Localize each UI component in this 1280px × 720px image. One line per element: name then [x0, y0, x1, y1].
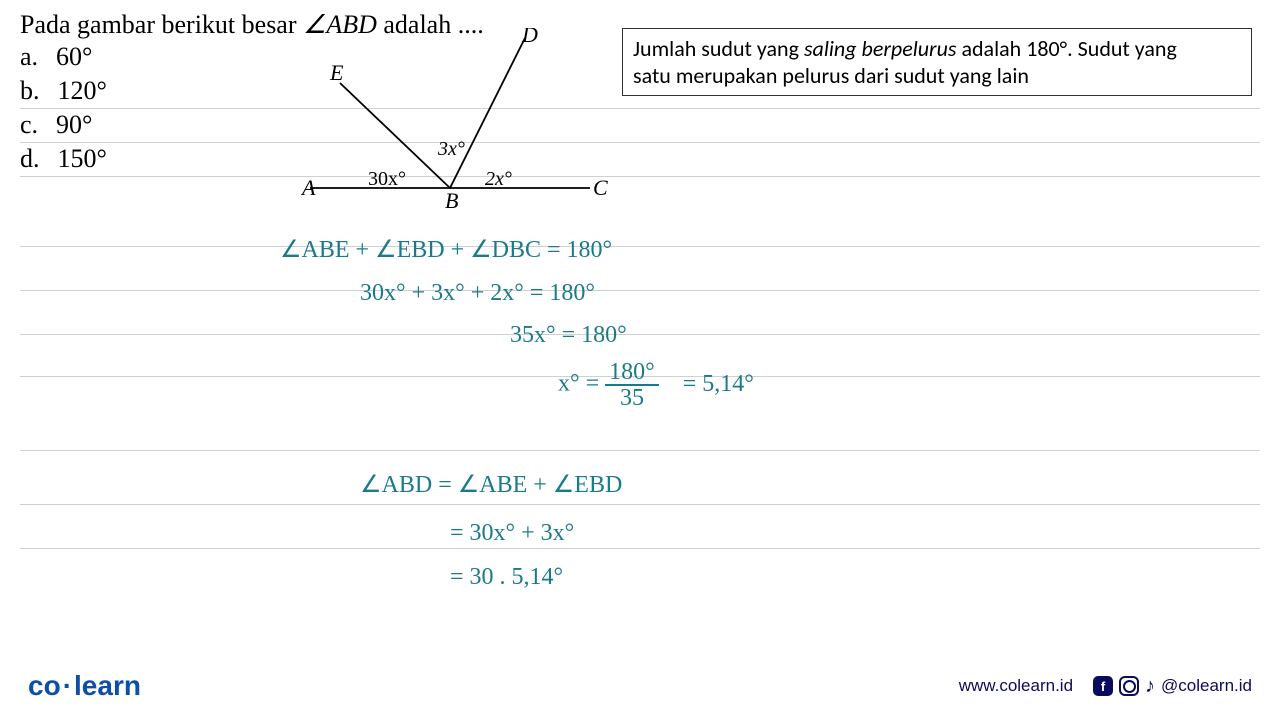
footer-right: www.colearn.id f ♪ @colearn.id	[959, 675, 1252, 698]
hw-line7: = 30 . 5,14°	[450, 564, 563, 591]
hw-l4-left: x° =	[558, 371, 605, 397]
info-line1b: saling berpelurus	[804, 35, 957, 62]
info-line1c: adalah 180°. Sudut yang	[956, 35, 1176, 62]
hw-frac-num: 180°	[605, 360, 659, 386]
ruled-line	[20, 246, 1260, 247]
hw-line4: x° = 180°35 = 5,14°	[558, 360, 754, 410]
logo-co: co	[28, 670, 61, 701]
option-a: a.60°	[20, 40, 107, 74]
line-bd	[450, 38, 525, 188]
info-line1a: Jumlah sudut yang	[633, 35, 804, 62]
footer: co·learn www.colearn.id f ♪ @colearn.id	[0, 670, 1280, 702]
ruled-line	[20, 108, 1260, 109]
hw-frac-den: 35	[605, 386, 659, 410]
question-prefix: Pada gambar berikut besar	[20, 10, 303, 39]
social-icons: f ♪ @colearn.id	[1093, 675, 1252, 698]
option-b: b.120°	[20, 74, 107, 108]
angle-ebd: 3x°	[437, 138, 465, 160]
ruled-line	[20, 548, 1260, 549]
ruled-line	[20, 450, 1260, 451]
tiktok-icon: ♪	[1145, 675, 1155, 698]
footer-handle: @colearn.id	[1161, 676, 1252, 696]
hw-l4-right: = 5,14°	[677, 371, 754, 397]
logo-dot: ·	[63, 670, 72, 701]
facebook-icon: f	[1093, 676, 1113, 696]
hw-line5: ∠ABD = ∠ABE + ∠EBD	[360, 470, 622, 499]
ruled-line	[20, 504, 1260, 505]
option-d: d.150°	[20, 142, 107, 176]
ruled-line	[20, 176, 1260, 177]
ruled-line	[20, 290, 1260, 291]
options-list: a.60° b.120° c.90° d.150°	[20, 40, 107, 176]
label-e: E	[329, 60, 344, 85]
hw-line1: ∠ABE + ∠EBD + ∠DBC = 180°	[280, 235, 612, 264]
angle-abe: 30x°	[368, 168, 406, 190]
footer-url: www.colearn.id	[959, 676, 1073, 696]
geometry-diagram: A B C E D 30x° 3x° 2x°	[290, 28, 610, 208]
instagram-icon	[1119, 676, 1139, 696]
option-c: c.90°	[20, 108, 107, 142]
hw-line2: 30x° + 3x° + 2x° = 180°	[360, 280, 595, 307]
logo: co·learn	[28, 670, 141, 702]
hw-line6: = 30x° + 3x°	[450, 520, 574, 547]
label-d: D	[521, 28, 538, 47]
ruled-line	[20, 142, 1260, 143]
hw-line3: 35x° = 180°	[510, 322, 627, 349]
label-a: A	[300, 175, 316, 200]
hw-fraction: 180°35	[605, 360, 659, 410]
label-c: C	[593, 175, 608, 200]
angle-dbc: 2x°	[485, 168, 512, 190]
diagram-svg: A B C E D 30x° 3x° 2x°	[290, 28, 610, 208]
info-box: Jumlah sudut yang saling berpelurus adal…	[622, 28, 1252, 96]
ruled-line	[20, 334, 1260, 335]
label-b: B	[445, 188, 458, 208]
info-line2: satu merupakan pelurus dari sudut yang l…	[633, 62, 1029, 89]
logo-learn: learn	[74, 670, 141, 701]
